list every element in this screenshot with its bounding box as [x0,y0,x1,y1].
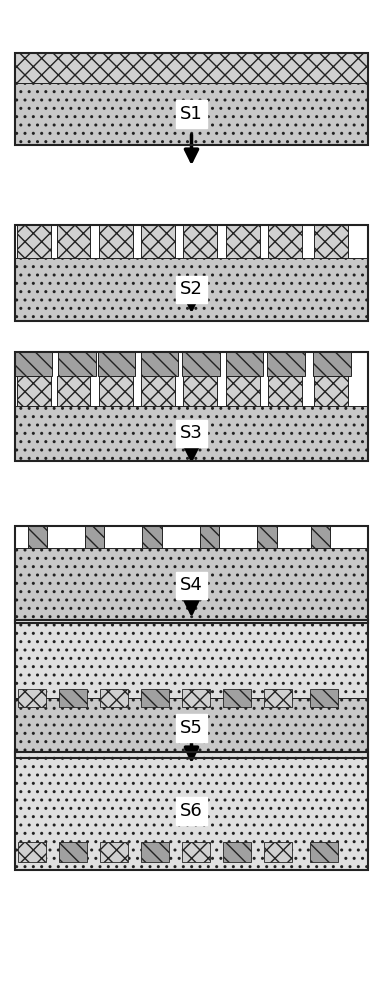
Bar [268,376,302,406]
Text: S5: S5 [180,719,203,737]
Bar [313,352,351,376]
Bar [58,352,96,376]
Bar [223,689,251,707]
Bar [100,842,128,862]
Bar [100,689,128,707]
Bar [15,53,368,145]
Text: S3: S3 [180,424,203,442]
Bar [15,548,368,623]
Bar [314,376,348,406]
Bar [257,526,277,548]
Bar [141,225,175,258]
Bar [183,376,217,406]
Bar [59,842,87,862]
Bar [310,689,338,707]
Bar [141,352,178,376]
Bar [141,689,169,707]
Bar [15,752,368,870]
Bar [15,225,368,321]
Bar [18,689,46,707]
Bar [15,258,368,321]
Bar [141,376,175,406]
Bar [15,698,368,758]
Bar [15,752,368,870]
Bar [15,620,368,758]
Bar [17,376,51,406]
Bar [200,526,219,548]
Bar [15,526,368,623]
Bar [182,689,210,707]
Text: S2: S2 [180,280,203,298]
Bar [141,842,169,862]
Bar [15,53,368,83]
Bar [59,689,87,707]
Bar [226,225,260,258]
Bar [18,842,46,862]
Text: S6: S6 [180,802,203,820]
Bar [310,842,338,862]
Bar [17,225,51,258]
Bar [223,842,251,862]
Bar [15,406,368,461]
Bar [98,352,135,376]
Bar [15,352,52,376]
Text: S1: S1 [180,105,203,123]
Text: S4: S4 [180,576,203,594]
Bar [57,225,90,258]
Bar [85,526,104,548]
Bar [99,376,133,406]
Bar [142,526,162,548]
Bar [314,225,348,258]
Bar [267,352,305,376]
Bar [264,842,292,862]
Bar [99,225,133,258]
Bar [15,620,368,698]
Bar [226,352,263,376]
Bar [182,842,210,862]
Bar [15,83,368,145]
Bar [183,225,217,258]
Bar [15,352,368,461]
Bar [28,526,47,548]
Bar [57,376,90,406]
Bar [268,225,302,258]
Bar [311,526,330,548]
Bar [264,689,292,707]
Bar [182,352,220,376]
Bar [226,376,260,406]
